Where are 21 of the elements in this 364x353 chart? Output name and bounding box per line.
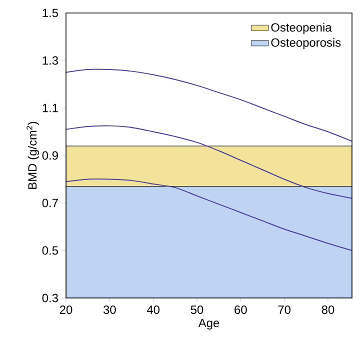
legend-label: Osteopenia xyxy=(271,22,332,34)
x-axis-title: Age xyxy=(198,318,220,330)
y-tick-label: 1.1 xyxy=(42,104,58,112)
x-tick-label: 40 xyxy=(146,306,160,314)
y-tick-label: 0.3 xyxy=(42,294,58,302)
y-tick-label: 0.7 xyxy=(42,198,58,208)
y-tick-label: 1.5 xyxy=(42,8,58,18)
y-tick-label: 0.5 xyxy=(42,246,58,255)
y-tick-label: 0.9 xyxy=(42,151,58,160)
y-axis-title: BMD (g/cm$^{2}$) xyxy=(26,122,40,189)
y-tick-label: 1.3 xyxy=(42,56,58,65)
x-tick-label: 60 xyxy=(234,306,247,314)
line-series xyxy=(66,68,352,142)
x-tick-label: 70 xyxy=(278,306,291,314)
x-tick-label: 80 xyxy=(322,306,334,314)
x-tick-label: 30 xyxy=(103,306,116,314)
x-tick-label: 20 xyxy=(60,306,72,314)
legend-label: Osteoporosis xyxy=(271,38,341,50)
line-series xyxy=(66,178,352,251)
x-tick-label: 50 xyxy=(190,306,204,314)
line-series xyxy=(66,125,352,199)
